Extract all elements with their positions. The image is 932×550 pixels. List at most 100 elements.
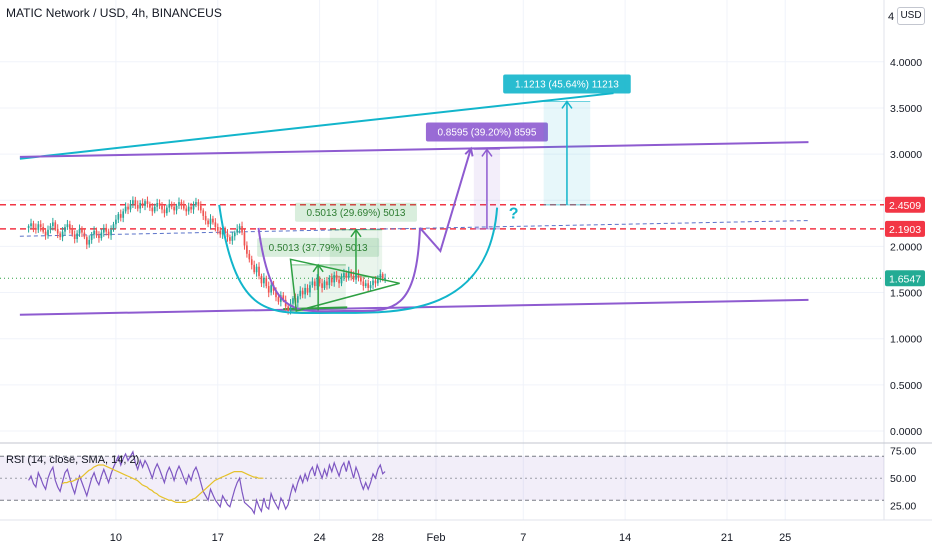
candle-body xyxy=(190,206,192,210)
candle-body xyxy=(49,226,52,230)
candle xyxy=(195,197,197,208)
candle-body xyxy=(318,278,321,284)
candle xyxy=(231,231,234,245)
candle-body xyxy=(260,275,263,284)
price-badge-box xyxy=(885,270,925,287)
time-tick-label: 14 xyxy=(619,532,631,544)
candle-body xyxy=(35,227,37,230)
candle-body xyxy=(306,287,309,293)
candle-body xyxy=(362,281,365,287)
candle-body xyxy=(289,303,292,312)
candle xyxy=(30,218,32,229)
candle-body xyxy=(263,277,265,284)
candle-body xyxy=(141,203,144,206)
candle xyxy=(56,224,59,239)
candle xyxy=(100,228,103,241)
candle xyxy=(32,220,35,233)
time-tick-label: 17 xyxy=(212,532,224,544)
candle xyxy=(216,223,219,235)
candle-body xyxy=(115,219,117,225)
candle-body xyxy=(335,275,338,280)
candle-body xyxy=(83,232,86,238)
time-tick-label: 10 xyxy=(110,532,122,544)
price-badges: 2.4509 2.1903 1.6547 xyxy=(885,196,925,287)
candle-body xyxy=(30,223,32,227)
candles xyxy=(27,196,386,315)
price-axis[interactable]: 4.00003.50003.00002.50002.00001.50001.00… xyxy=(890,57,922,438)
candle-body xyxy=(192,204,195,210)
candle-body xyxy=(199,205,202,211)
candle-body xyxy=(144,201,146,206)
candle-body xyxy=(107,231,110,236)
candle-body xyxy=(185,208,188,212)
candle xyxy=(144,199,146,211)
candle xyxy=(192,201,195,214)
candle xyxy=(117,212,120,224)
candle-body xyxy=(360,277,362,282)
candle-body xyxy=(187,206,190,212)
candle xyxy=(163,205,166,218)
candle-body xyxy=(88,239,91,245)
time-tick-label: Feb xyxy=(427,532,446,544)
candle-body xyxy=(212,218,214,223)
candle-body xyxy=(178,202,180,206)
candle xyxy=(141,198,144,209)
cyan-cup-arc xyxy=(218,204,499,315)
candle xyxy=(326,276,328,290)
candle-body xyxy=(340,276,343,284)
candle xyxy=(301,287,304,299)
price-tick-label: 4.0000 xyxy=(890,57,922,69)
candle xyxy=(107,228,110,239)
candle-body xyxy=(287,306,289,312)
candle-body xyxy=(122,211,125,218)
candle xyxy=(66,219,69,230)
candle xyxy=(265,275,268,289)
candle-body xyxy=(209,218,212,225)
candle xyxy=(156,198,158,212)
candle xyxy=(229,234,231,244)
candle-body xyxy=(197,202,200,206)
projection-path xyxy=(419,148,472,254)
candle-body xyxy=(267,286,270,293)
candle xyxy=(146,196,149,208)
annotation-layer-back: 0.5013 (37.79%) 5013 0.5013 (29.69%) 5013… xyxy=(0,74,884,316)
candle-body xyxy=(255,266,258,273)
candle-body xyxy=(229,237,231,241)
candle-body xyxy=(156,203,158,207)
candle-body xyxy=(333,275,336,283)
measure-label: 0.5013 (37.79%) 5013 xyxy=(269,243,368,254)
candle xyxy=(59,231,61,241)
candle xyxy=(54,220,57,232)
candle-body xyxy=(311,281,314,286)
candle-body xyxy=(352,275,355,280)
candle-body xyxy=(299,290,302,297)
time-axis[interactable]: 10 17 24 28 Feb 7 14 21 25 xyxy=(110,532,792,544)
candle-body xyxy=(195,202,197,205)
candle-body xyxy=(90,234,93,240)
candle xyxy=(335,271,338,282)
candle xyxy=(311,277,314,288)
candle-body xyxy=(166,207,168,214)
candle-body xyxy=(68,224,71,229)
rsi-axis[interactable]: 75.00 50.00 25.00 xyxy=(890,446,916,513)
candle xyxy=(199,201,202,214)
candle xyxy=(362,277,365,291)
candle xyxy=(73,230,76,244)
candle xyxy=(83,227,86,240)
candle-body xyxy=(270,285,272,293)
candle-body xyxy=(243,232,246,246)
candle xyxy=(270,282,272,296)
candle xyxy=(132,196,134,208)
candle-body xyxy=(214,222,217,228)
price-badge-box xyxy=(885,196,925,213)
candle xyxy=(236,224,239,236)
price-tick-label: 3.5000 xyxy=(890,103,922,115)
candle xyxy=(328,275,331,289)
candle xyxy=(182,200,185,211)
currency-button[interactable]: USD xyxy=(897,7,925,25)
candle xyxy=(161,202,163,214)
candle xyxy=(153,203,156,214)
candle-body xyxy=(42,227,45,232)
candle-body xyxy=(374,280,377,284)
